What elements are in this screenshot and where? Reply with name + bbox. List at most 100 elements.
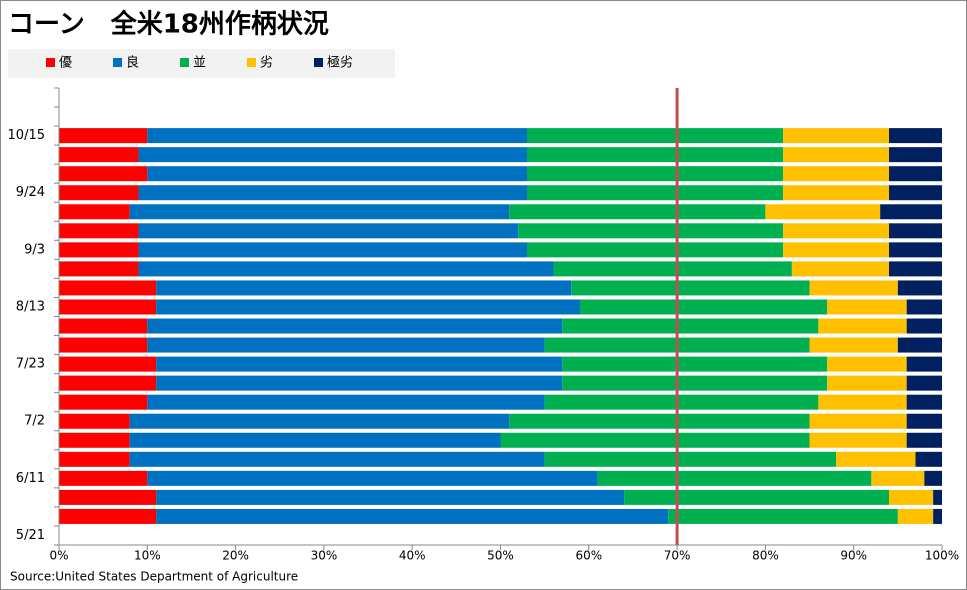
legend-label: 並: [193, 56, 206, 71]
bar-segment: [562, 318, 819, 334]
bar-segment: [544, 394, 819, 410]
x-tick-label: 50%: [487, 549, 514, 563]
bar-segment: [129, 432, 501, 448]
x-tick-label: 100%: [925, 549, 959, 563]
bar-segment: [59, 185, 139, 201]
bar-segment: [783, 147, 890, 163]
bar-segment: [889, 223, 942, 239]
bar-segment: [59, 223, 139, 239]
x-tick-label: 0%: [49, 549, 68, 563]
bar-segment: [59, 470, 148, 486]
bar-segment: [156, 508, 669, 524]
legend-label: 劣: [260, 56, 273, 71]
bar-segment: [915, 451, 942, 467]
x-tick-label: 30%: [311, 549, 338, 563]
legend-label: 良: [126, 55, 139, 71]
bar-segment: [147, 318, 563, 334]
bar-segment: [809, 280, 898, 296]
bar-segment: [783, 166, 890, 182]
bar-segment: [562, 356, 828, 372]
bar-segment: [809, 337, 898, 353]
bar-segment: [579, 299, 828, 315]
bar-segment: [156, 356, 563, 372]
bar-segment: [906, 299, 942, 315]
bar-segment: [500, 432, 810, 448]
bar-segment: [59, 432, 130, 448]
bar-segment: [129, 451, 545, 467]
bar-segment: [526, 128, 784, 144]
bar-segment: [147, 128, 527, 144]
bar-segment: [889, 147, 942, 163]
bar-segment: [59, 356, 157, 372]
bar-segment: [871, 470, 925, 486]
bar-segment: [59, 242, 139, 258]
bar-segment: [765, 204, 881, 220]
bar-segment: [809, 432, 907, 448]
x-tick-label: 80%: [752, 549, 779, 563]
bar-segment: [906, 432, 942, 448]
bar-segment: [791, 261, 890, 277]
bar-segment: [59, 261, 139, 277]
bar-segment: [889, 261, 942, 277]
bar-segment: [562, 375, 828, 391]
bar-segment: [597, 470, 872, 486]
chart-title: コーン 全米18州作柄状況: [8, 9, 329, 40]
bar-segment: [906, 318, 942, 334]
bar-segment: [906, 413, 942, 429]
x-tick-label: 40%: [399, 549, 426, 563]
bar-segment: [59, 299, 157, 315]
legend-swatch: [113, 58, 122, 67]
legend-label: 優: [59, 56, 72, 71]
bar-segment: [59, 394, 148, 410]
bar-segment: [889, 185, 942, 201]
y-tick-label: 7/23: [16, 357, 45, 372]
bar-segment: [897, 337, 942, 353]
bar-segment: [526, 242, 784, 258]
x-tick-label: 10%: [134, 549, 161, 563]
bar-segment: [147, 166, 527, 182]
bar-segment: [59, 204, 130, 220]
bar-segment: [783, 128, 890, 144]
bar-segment: [59, 489, 157, 505]
bar-segment: [906, 394, 942, 410]
source: Source:United States Department of Agric…: [10, 570, 298, 584]
legend-swatch: [46, 58, 55, 67]
bar-segment: [526, 166, 784, 182]
bar-segment: [827, 375, 907, 391]
bar-segment: [59, 337, 148, 353]
bar-segment: [147, 394, 545, 410]
bar-segment: [147, 337, 545, 353]
bar-segment: [59, 280, 157, 296]
bar-segment: [59, 413, 130, 429]
bar-segment: [571, 280, 810, 296]
legend-swatch: [247, 58, 256, 67]
x-tick-label: 60%: [575, 549, 602, 563]
bar-segment: [827, 356, 907, 372]
bar-segment: [509, 413, 810, 429]
bar-segment: [624, 489, 890, 505]
bar-segment: [880, 204, 942, 220]
y-tick-label: 9/24: [16, 185, 45, 200]
bar-segment: [924, 470, 942, 486]
bar-segment: [156, 280, 572, 296]
bar-segment: [518, 223, 784, 239]
bar-segment: [156, 489, 625, 505]
bar-segment: [59, 508, 157, 524]
bar-segment: [129, 413, 510, 429]
bar-segment: [818, 318, 907, 334]
bar-segment: [827, 299, 907, 315]
legend-box: [8, 49, 395, 78]
bar-segment: [59, 128, 148, 144]
bar-segment: [933, 489, 942, 505]
legend-swatch: [180, 58, 189, 67]
legend-label: 極劣: [327, 55, 353, 71]
bar-segment: [889, 489, 934, 505]
x-tick-label: 20%: [222, 549, 249, 563]
bar-segment: [668, 508, 898, 524]
x-tick-label: 70%: [664, 549, 691, 563]
bar-segment: [836, 451, 916, 467]
bar-segment: [889, 242, 942, 258]
bar-segment: [138, 185, 527, 201]
y-tick-label: 8/13: [16, 299, 45, 314]
